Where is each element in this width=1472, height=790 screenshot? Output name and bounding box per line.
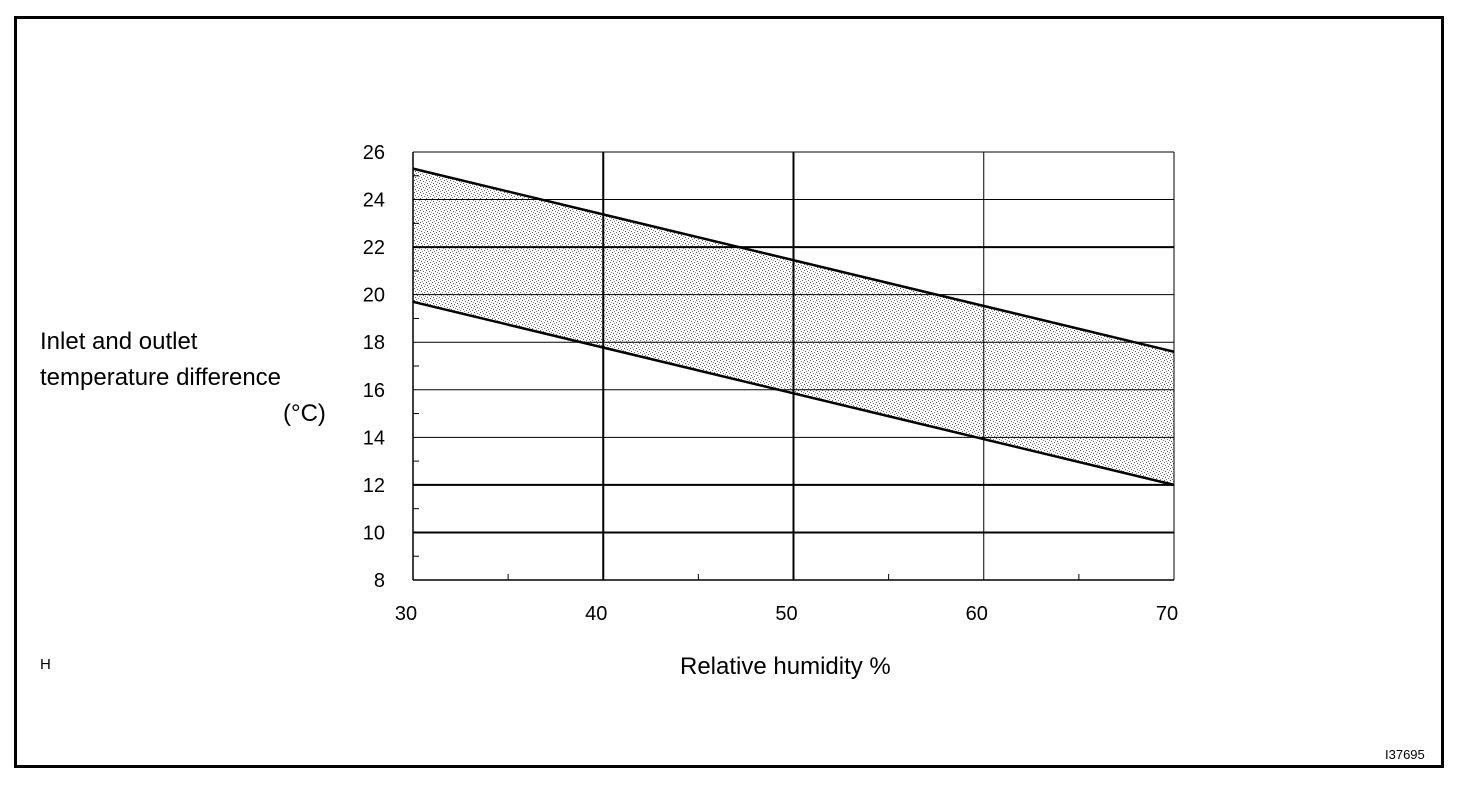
y-axis-unit-label: (°C) [283,400,326,427]
band-upper-line [412,167,1175,353]
y-tick-label-26: 26 [363,142,385,164]
y-tick-label-8: 8 [374,570,385,592]
y-tick-label-18: 18 [363,332,385,354]
figure-id: I37695 [1385,747,1425,762]
y-tick-label-24: 24 [363,190,385,212]
band-lower-line [412,300,1175,487]
x-axis-label: Relative humidity % [680,653,891,680]
y-tick-label-16: 16 [363,380,385,402]
y-tick-label-20: 20 [363,285,385,307]
x-tick-label-30: 30 [395,603,417,625]
corner-mark: H [40,656,51,673]
x-tick-label-40: 40 [585,603,607,625]
y-tick-label-14: 14 [363,427,385,449]
x-tick-label-50: 50 [775,603,797,625]
figure-frame [14,16,1444,768]
x-tick-label-70: 70 [1156,603,1178,625]
y-axis-label-line-1: Inlet and outlet [40,328,198,355]
x-tick-label-60: 60 [966,603,988,625]
y-tick-label-22: 22 [363,237,385,259]
y-axis-label-line-2: temperature difference [40,364,282,391]
y-tick-label-12: 12 [363,475,385,497]
y-tick-label-10: 10 [363,522,385,544]
